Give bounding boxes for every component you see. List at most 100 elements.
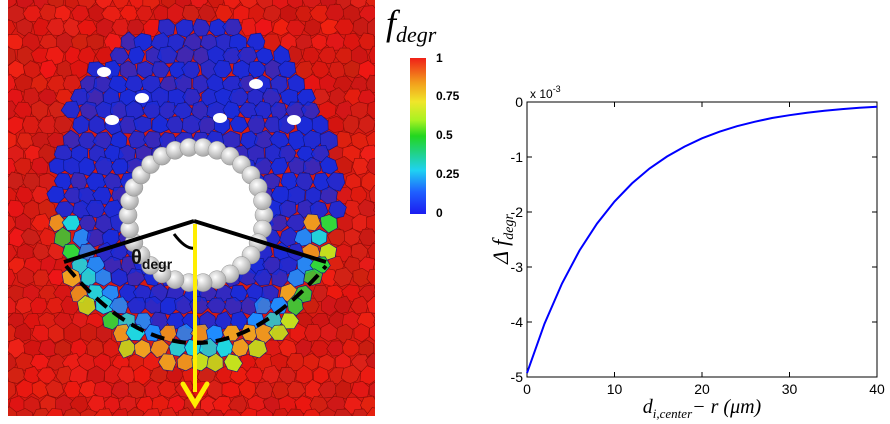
cell <box>86 33 105 51</box>
series-line <box>526 105 878 374</box>
cell <box>151 114 170 134</box>
cell <box>32 407 52 416</box>
cell <box>102 338 120 358</box>
x-tick-label: 30 <box>782 381 798 397</box>
cell <box>317 100 337 119</box>
y-exponent-label: x 10-3 <box>530 84 561 101</box>
direction-arrow-head <box>180 381 210 409</box>
colorbar-title: fdegr <box>386 5 436 46</box>
cell <box>366 100 375 120</box>
cell <box>295 364 313 385</box>
cell <box>221 381 241 399</box>
cell <box>373 37 375 49</box>
cell <box>16 266 35 287</box>
cell <box>96 17 114 38</box>
cell <box>21 115 41 134</box>
cell <box>53 226 72 248</box>
gap <box>135 93 149 103</box>
cell <box>365 131 375 149</box>
cell <box>320 214 338 234</box>
cell <box>366 214 375 233</box>
colorbar-tick: 0.75 <box>436 89 460 103</box>
colorbar-tick: 1 <box>436 51 443 65</box>
cell <box>126 406 145 416</box>
cell <box>127 381 146 400</box>
cell <box>358 32 375 51</box>
cell <box>157 353 177 372</box>
cell <box>367 242 375 261</box>
cell <box>30 99 49 122</box>
cell <box>127 46 145 66</box>
cell <box>310 33 328 51</box>
cell <box>16 408 34 416</box>
y-axis-title-sub: degr <box>502 214 517 240</box>
cell <box>342 114 360 135</box>
cell <box>95 268 112 287</box>
cell <box>367 17 375 38</box>
cell <box>277 60 297 79</box>
cell <box>359 365 375 385</box>
cell <box>247 339 268 359</box>
x-axis-title-sub: i,center <box>653 406 693 421</box>
colorbar-title-symbol: f <box>386 3 397 43</box>
cell <box>373 317 375 326</box>
y-tick-label: -5 <box>511 369 524 385</box>
cell <box>45 379 65 399</box>
cell <box>61 215 81 231</box>
cell <box>295 338 312 358</box>
simulation-panel: θdegr <box>8 0 375 416</box>
colorbar-tick: 0.5 <box>436 128 453 142</box>
line-chart: 0 10 20 30 40 0 -1 -2 -3 -4 -5 x 10-3 di,center− … <box>486 82 890 422</box>
angle-subscript: degr <box>141 256 173 272</box>
cell <box>303 156 322 176</box>
cell <box>287 380 307 399</box>
cell <box>80 408 97 416</box>
cell <box>142 408 161 416</box>
colorbar <box>410 58 426 214</box>
cell <box>302 213 321 232</box>
cell <box>373 290 375 297</box>
cell <box>212 60 233 78</box>
cell <box>272 408 291 416</box>
cell <box>174 295 193 315</box>
cell <box>278 200 297 218</box>
cell <box>111 268 129 287</box>
cell <box>8 366 26 384</box>
gap <box>287 115 301 125</box>
cell <box>352 267 371 288</box>
x-axis-title-main: d <box>643 396 654 418</box>
cell <box>352 158 371 176</box>
gap <box>105 115 119 125</box>
y-tick-label: -2 <box>511 204 524 220</box>
cell <box>368 381 375 398</box>
cell <box>133 32 153 51</box>
x-axis-title-rest: − r (μm) <box>692 396 761 418</box>
cell <box>8 4 25 24</box>
y-exponent-power: -3 <box>553 84 561 94</box>
cell <box>222 409 243 416</box>
cell <box>280 312 300 330</box>
cell <box>372 261 375 271</box>
cell <box>68 365 88 386</box>
cell <box>334 380 352 400</box>
cell <box>287 185 306 206</box>
cell <box>46 185 66 204</box>
cell <box>361 171 375 192</box>
cell <box>63 407 82 416</box>
cell <box>353 323 370 343</box>
x-tick-label: 40 <box>869 381 885 397</box>
cell <box>157 380 177 399</box>
cell <box>305 186 321 205</box>
cell <box>206 352 224 373</box>
angle-label: θdegr <box>131 247 172 272</box>
cell <box>357 114 375 134</box>
x-tick-label: 10 <box>607 381 623 397</box>
colorbar-tick: 0.25 <box>436 167 460 181</box>
cell <box>197 3 217 23</box>
gap <box>213 113 227 123</box>
cell <box>136 60 155 79</box>
cell <box>365 74 375 94</box>
plot-area <box>526 101 878 378</box>
cell <box>253 268 272 286</box>
